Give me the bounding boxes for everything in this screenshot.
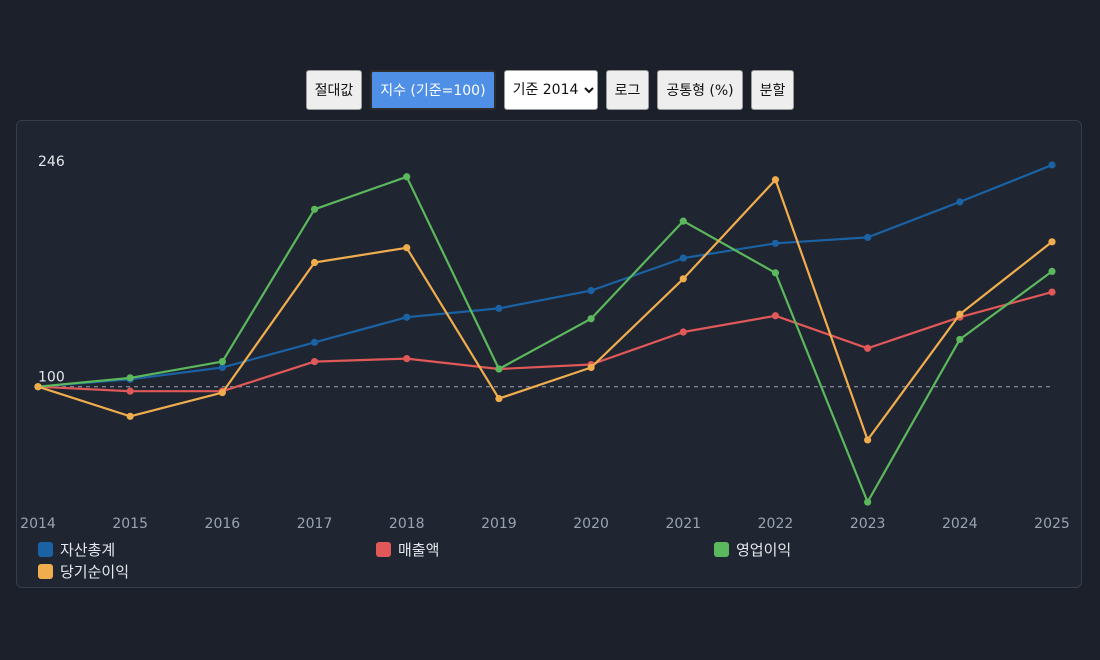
data-point: [218, 363, 226, 372]
log-button[interactable]: 로그: [605, 70, 650, 110]
legend-swatch: [714, 541, 729, 557]
legend-item[interactable]: 자산총계: [38, 540, 376, 559]
legend-label: 자산총계: [60, 540, 116, 559]
data-point: [126, 374, 134, 382]
data-point: [403, 355, 411, 363]
chart-panel: [16, 120, 1082, 588]
data-point: [403, 173, 411, 181]
x-tick-label: 2014: [20, 516, 56, 532]
data-point: [679, 275, 687, 283]
data-point: [771, 239, 780, 247]
data-point: [310, 357, 319, 366]
series-line: [37, 175, 1053, 504]
data-point: [956, 310, 964, 318]
x-tick-label: 2023: [850, 516, 886, 532]
data-point: [495, 394, 503, 403]
data-point: [587, 363, 595, 372]
x-tick-label: 2016: [205, 516, 241, 532]
data-point: [679, 254, 687, 262]
y-tick-label: 246: [38, 154, 65, 170]
data-point: [218, 389, 226, 397]
legend-label: 매출액: [398, 540, 440, 559]
x-tick-label: 2022: [758, 516, 794, 532]
data-point: [126, 387, 134, 395]
legend-item[interactable]: 영업이익: [714, 540, 1052, 559]
data-point: [34, 383, 42, 391]
series-line: [37, 163, 1053, 388]
split-button[interactable]: 분할: [750, 70, 795, 110]
data-point: [403, 244, 411, 252]
common-size-button[interactable]: 공통형 (%): [657, 70, 743, 110]
data-point: [956, 335, 964, 344]
legend-swatch: [38, 563, 53, 579]
data-point: [310, 205, 319, 213]
data-point: [495, 304, 503, 312]
data-point: [403, 313, 411, 321]
data-point: [587, 287, 595, 295]
data-point: [771, 176, 780, 184]
y-tick-label: 100: [38, 370, 65, 386]
absolute-button[interactable]: 절대값: [305, 70, 363, 110]
x-tick-label: 2017: [297, 516, 333, 532]
line-chart: 100 246 2014 2015 2016 2017 2018 2019 2020 2021 20…: [20, 154, 1070, 532]
legend-item[interactable]: 당기순이익: [38, 562, 376, 581]
data-point: [587, 315, 595, 323]
x-tick-label: 2020: [573, 516, 609, 532]
toolbar: 절대값 지수 (기준=100) 기준 2014 로그 공통형 (%) 분할: [0, 70, 1100, 110]
x-tick-label: 2021: [665, 516, 701, 532]
data-point: [956, 198, 964, 206]
data-point: [495, 365, 503, 373]
data-point: [310, 338, 319, 346]
legend-swatch: [38, 541, 53, 557]
legend-swatch: [376, 541, 391, 557]
data-point: [771, 269, 780, 277]
data-point: [218, 357, 226, 366]
index-button[interactable]: 지수 (기준=100): [370, 70, 496, 110]
data-point: [864, 498, 872, 506]
data-point: [679, 328, 687, 336]
series-line: [37, 178, 1053, 441]
data-point: [310, 258, 319, 267]
x-tick-label: 2015: [112, 516, 148, 532]
data-point: [864, 233, 872, 242]
data-point: [1048, 238, 1056, 246]
data-point: [126, 412, 134, 420]
data-point: [679, 217, 687, 225]
data-point: [864, 436, 872, 444]
data-point: [1048, 267, 1056, 276]
data-point: [864, 344, 872, 352]
x-tick-label: 2019: [481, 516, 517, 532]
legend-label: 영업이익: [736, 540, 792, 559]
data-point: [1048, 288, 1056, 296]
x-tick-label: 2024: [942, 516, 978, 532]
data-point: [1048, 161, 1056, 169]
base-year-select[interactable]: 기준 2014: [503, 70, 598, 110]
series-line: [37, 291, 1053, 393]
x-tick-label: 2025: [1034, 516, 1070, 532]
legend-item[interactable]: 매출액: [376, 540, 714, 559]
legend-label: 당기순이익: [60, 562, 130, 581]
data-point: [771, 312, 780, 320]
x-tick-label: 2018: [389, 516, 425, 532]
